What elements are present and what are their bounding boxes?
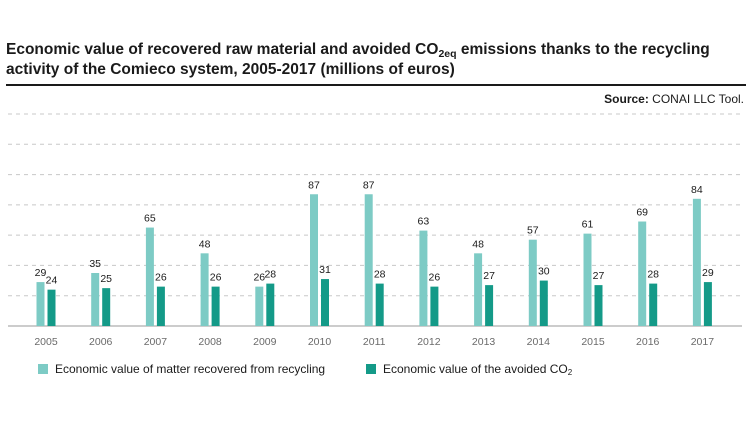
bar-avoided-co2	[375, 283, 384, 326]
data-label-recovered-matter: 69	[636, 207, 648, 219]
data-label-recovered-matter: 48	[472, 238, 484, 250]
bar-recovered-matter	[91, 273, 100, 326]
x-tick-label: 2009	[253, 336, 277, 348]
bar-avoided-co2	[430, 286, 439, 326]
data-label-recovered-matter: 65	[144, 213, 156, 225]
bar-recovered-matter	[474, 253, 483, 326]
bar-recovered-matter	[583, 233, 592, 326]
legend-label-recovered-matter: Economic value of matter recovered from …	[55, 362, 326, 376]
x-tick-label: 2012	[417, 336, 441, 348]
data-label-recovered-matter: 48	[199, 238, 211, 250]
data-label-recovered-matter: 61	[582, 219, 594, 231]
data-label-avoided-co2: 26	[210, 272, 222, 284]
x-tick-label: 2006	[89, 336, 113, 348]
x-tick-label: 2005	[34, 336, 58, 348]
data-label-recovered-matter: 87	[363, 179, 375, 191]
bar-avoided-co2	[102, 288, 111, 326]
source-note: Source: CONAI LLC Tool.	[604, 92, 744, 106]
data-label-recovered-matter: 84	[691, 184, 703, 196]
data-label-recovered-matter: 29	[35, 267, 47, 279]
x-tick-label: 2011	[363, 336, 386, 348]
bar-recovered-matter	[255, 286, 264, 326]
x-tick-label: 2015	[581, 336, 605, 348]
x-tick-label: 2007	[144, 336, 168, 348]
title-tail: emissions thanks to the recycling activi…	[6, 41, 710, 78]
title-subscript: 2eq	[438, 48, 457, 60]
bar-recovered-matter	[364, 194, 373, 326]
x-tick-label: 2014	[527, 336, 551, 348]
legend-swatch-recovered-matter	[38, 364, 48, 374]
title-main: Economic value of recovered raw material…	[6, 41, 439, 58]
bar-recovered-matter	[145, 227, 154, 326]
x-tick-label: 2010	[308, 336, 332, 348]
legend-item-recovered-matter: Economic value of matter recovered from …	[38, 362, 325, 376]
legend-label-avoided-co2: Economic value of the avoided CO2	[383, 362, 573, 377]
bar-recovered-matter	[310, 194, 318, 326]
bar-avoided-co2	[703, 282, 712, 326]
bar-recovered-matter	[36, 282, 45, 326]
data-label-avoided-co2: 27	[483, 270, 495, 282]
bar-avoided-co2	[321, 279, 329, 326]
data-label-avoided-co2: 24	[46, 275, 58, 287]
data-label-recovered-matter: 63	[418, 216, 430, 228]
data-label-avoided-co2: 26	[155, 272, 167, 284]
bar-avoided-co2	[485, 285, 494, 326]
data-label-recovered-matter: 26	[253, 272, 265, 284]
legend-swatch-avoided-co2	[366, 364, 376, 374]
legend-label-avoided-co2-subscript: 2	[567, 368, 573, 377]
source-value: CONAI LLC Tool.	[648, 92, 744, 106]
legend-label-avoided-co2-main: Economic value of the avoided CO	[383, 362, 568, 376]
x-tick-label: 2013	[472, 336, 496, 348]
data-label-avoided-co2: 28	[374, 269, 386, 281]
bar-avoided-co2	[211, 286, 220, 326]
data-label-recovered-matter: 87	[308, 179, 320, 191]
legend-item-avoided-co2: Economic value of the avoided CO2	[366, 362, 573, 377]
title-divider	[6, 84, 746, 86]
data-label-avoided-co2: 28	[264, 269, 276, 281]
x-tick-label: 2017	[691, 336, 715, 348]
bar-recovered-matter	[528, 239, 537, 326]
bar-recovered-matter	[692, 198, 701, 326]
bar-avoided-co2	[594, 285, 603, 326]
data-label-avoided-co2: 28	[647, 269, 659, 281]
chart-title: Economic value of recovered raw material…	[6, 40, 746, 80]
data-label-avoided-co2: 25	[100, 273, 112, 285]
bar-recovered-matter	[419, 230, 428, 326]
data-label-avoided-co2: 31	[319, 264, 331, 276]
x-tick-label: 2008	[198, 336, 222, 348]
data-label-avoided-co2: 27	[593, 270, 605, 282]
bar-avoided-co2	[539, 280, 548, 326]
bar-avoided-co2	[266, 283, 275, 326]
data-label-recovered-matter: 57	[527, 225, 539, 237]
source-label: Source:	[604, 92, 649, 106]
bar-recovered-matter	[638, 221, 647, 326]
bar-avoided-co2	[156, 286, 165, 326]
data-label-avoided-co2: 29	[702, 267, 714, 279]
bar-recovered-matter	[200, 253, 209, 326]
data-label-recovered-matter: 35	[89, 258, 101, 270]
data-label-avoided-co2: 26	[429, 272, 441, 284]
x-tick-label: 2016	[636, 336, 660, 348]
bar-avoided-co2	[47, 289, 56, 326]
data-label-avoided-co2: 30	[538, 266, 550, 278]
bar-avoided-co2	[649, 283, 658, 326]
